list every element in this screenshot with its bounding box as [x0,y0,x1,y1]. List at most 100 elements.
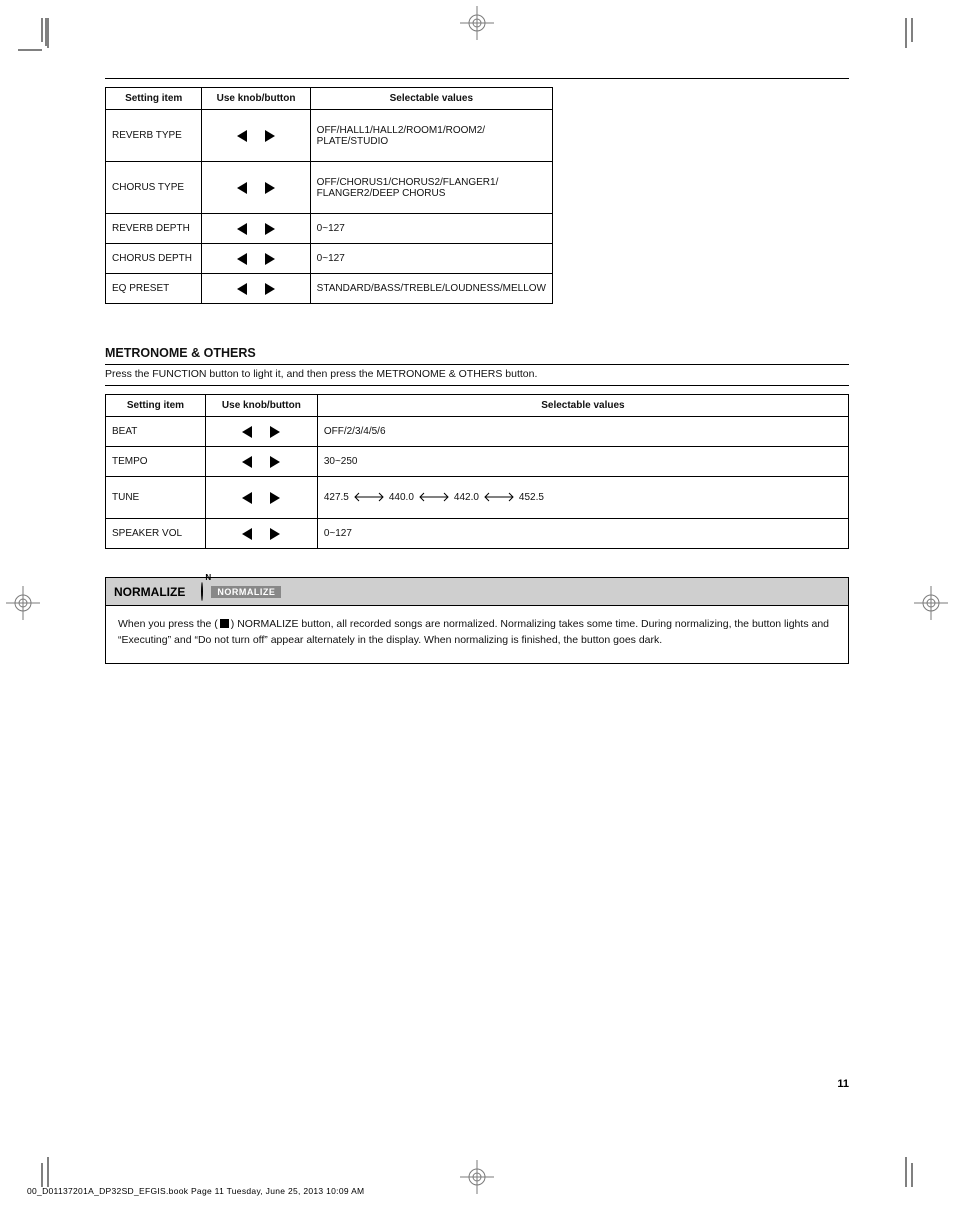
cell-values: 427.5 440.0 442.0 452.5 [317,477,848,519]
cell-knob [205,519,317,549]
triangle-right-icon [270,528,280,540]
table-row: BEATOFF/2/3/4/5/6 [106,417,849,447]
cell-values: 30~250 [317,447,848,477]
table-header-row: Setting item Use knob/button Selectable … [106,88,553,110]
normalize-n-letter: N [205,573,211,582]
register-mark-top [460,6,494,45]
triangle-left-icon [237,283,247,295]
section-sub-metronome: Press the FUNCTION button to light it, a… [105,365,849,386]
table-header-row: Setting item Use knob/button Selectable … [106,395,849,417]
cell-setting-item: EQ PRESET [106,274,202,304]
cell-values: 0~127 [310,244,552,274]
value-text: 0~127 [324,528,352,539]
table-row: CHORUS DEPTH 0~127 [106,244,553,274]
triangle-right-icon [265,253,275,265]
value-text: 452.5 [519,492,544,503]
cell-setting-item: CHORUS TYPE [106,162,202,214]
crop-mark-top-right [892,18,936,62]
table-row: REVERB DEPTH 0~127 [106,214,553,244]
cell-knob [202,274,310,304]
triangle-left-icon [242,426,252,438]
triangle-left-icon [237,223,247,235]
col-knob-button: Use knob/button [205,395,317,417]
value-text: 440.0 [389,492,414,503]
col-knob-button: Use knob/button [202,88,310,110]
table-row: TUNE 427.5 440.0 442.0 452.5 [106,477,849,519]
value-text: 0~127 [317,223,345,234]
section-heading-metronome: METRONOME & OTHERS [105,340,849,365]
value-text: 30~250 [324,456,358,467]
triangle-left-icon [242,528,252,540]
normalize-body: When you press the ( ) NORMALIZE button, … [106,606,848,663]
table-row: SPEAKER VOL 0~127 [106,519,849,549]
cell-knob [202,162,310,214]
settings-table-2: Setting item Use knob/button Selectable … [105,394,849,549]
col-setting-item: Setting item [106,395,206,417]
value-text: FLANGER2/DEEP CHORUS [317,188,446,199]
cell-setting-item: REVERB DEPTH [106,214,202,244]
cell-values: OFF/2/3/4/5/6 [317,417,848,447]
value-text: 442.0 [454,492,479,503]
value-text: OFF/2/3/4/5/6 [324,426,386,437]
normalize-label: NORMALIZE [114,585,185,599]
cell-setting-item: SPEAKER VOL [106,519,206,549]
cell-values: STANDARD/BASS/TREBLE/LOUDNESS/MELLOW [310,274,552,304]
table-row: REVERB TYPE OFF/HALL1/HALL2/ROOM1/ROOM2/P… [106,110,553,162]
triangle-left-icon [237,182,247,194]
cell-knob [205,477,317,519]
col-setting-item: Setting item [106,88,202,110]
col-values: Selectable values [310,88,552,110]
value-text: OFF/HALL1/HALL2/ROOM1/ROOM2/ [317,125,485,136]
triangle-right-icon [265,182,275,194]
normalize-badge: NORMALIZE [211,586,281,598]
cell-values: 0~127 [317,519,848,549]
triangle-left-icon [237,253,247,265]
value-text: PLATE/STUDIO [317,136,389,147]
cell-knob [205,447,317,477]
cell-values: OFF/HALL1/HALL2/ROOM1/ROOM2/PLATE/STUDIO [310,110,552,162]
triangle-right-icon [270,426,280,438]
triangle-right-icon [265,283,275,295]
register-mark-bottom [460,1160,494,1199]
triangle-left-icon [237,130,247,142]
col-values: Selectable values [317,395,848,417]
top-rule [105,78,849,79]
cell-setting-item: CHORUS DEPTH [106,244,202,274]
register-mark-left [6,586,40,625]
page-number: 11 [837,1078,849,1090]
crop-mark-top-left-2 [18,18,62,62]
gutter-text: 00_D01137201A_DP32SD_EFGIS.book Page 11 … [27,1186,364,1196]
normalize-text-1b: ) NORMALIZE button, all recorded songs a… [231,618,672,630]
cell-setting-item: TEMPO [106,447,206,477]
normalize-button-graphic: N NORMALIZE [201,583,281,601]
value-text: STANDARD/BASS/TREBLE/LOUDNESS/MELLOW [317,283,546,294]
value-text: 0~127 [317,253,345,264]
triangle-left-icon [242,456,252,468]
cell-setting-item: REVERB TYPE [106,110,202,162]
cell-values: OFF/CHORUS1/CHORUS2/FLANGER1/FLANGER2/DE… [310,162,552,214]
register-mark-right [914,586,948,625]
triangle-right-icon [270,456,280,468]
normalize-header: NORMALIZE N NORMALIZE [106,578,848,606]
triangle-left-icon [242,492,252,504]
table-row: EQ PRESET STANDARD/BASS/TREBLE/LOUDNESS/M… [106,274,553,304]
cell-values: 0~127 [310,214,552,244]
triangle-right-icon [270,492,280,504]
crop-mark-bottom-left [18,1143,62,1187]
value-text: 427.5 [324,492,349,503]
cell-knob [202,110,310,162]
crop-mark-bottom-right [892,1143,936,1187]
cell-knob [202,214,310,244]
normalize-circle-icon [201,582,203,601]
table-row: TEMPO 30~250 [106,447,849,477]
table-row: CHORUS TYPE OFF/CHORUS1/CHORUS2/FLANGER1/… [106,162,553,214]
cell-knob [202,244,310,274]
stop-icon [220,619,229,628]
triangle-right-icon [265,130,275,142]
settings-table-1: Setting item Use knob/button Selectable … [105,87,553,304]
value-text: OFF/CHORUS1/CHORUS2/FLANGER1/ [317,177,499,188]
normalize-text-1a: When you press the ( [118,618,218,630]
triangle-right-icon [265,223,275,235]
normalize-box: NORMALIZE N NORMALIZE When you press the… [105,577,849,664]
cell-setting-item: TUNE [106,477,206,519]
